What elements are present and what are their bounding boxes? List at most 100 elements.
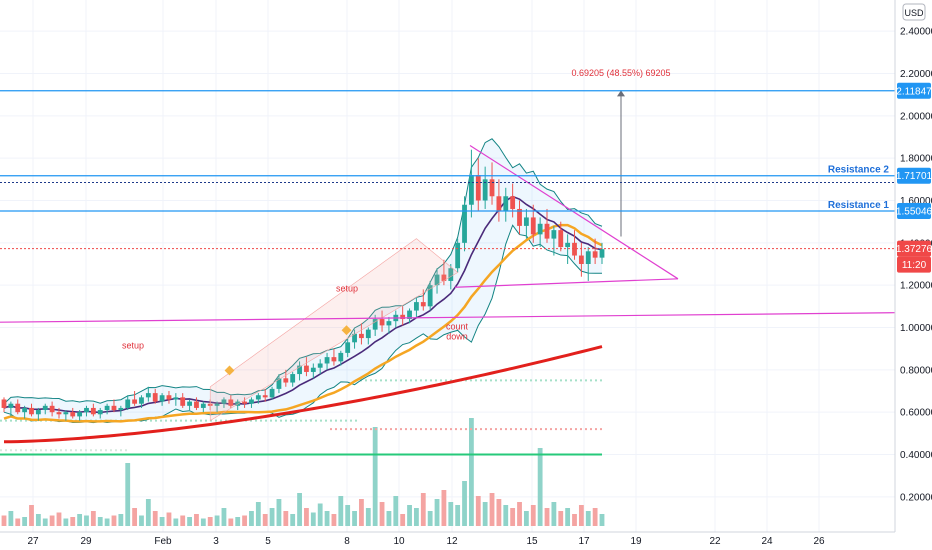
volume-bar: [35, 514, 41, 526]
candle-body: [578, 255, 584, 264]
annotation-label: setup: [336, 284, 358, 294]
level-badge-bg: [897, 82, 931, 99]
candle-body: [572, 242, 577, 256]
horizontal-levels[interactable]: Resistance 2 Resistance 1: [0, 90, 895, 250]
x-tick-label: 24: [761, 536, 773, 547]
volume-bar: [255, 502, 261, 526]
candle-body: [56, 412, 62, 415]
volume-bar: [283, 511, 289, 526]
candle-body: [249, 399, 254, 404]
volume-bar: [338, 496, 344, 526]
candle-body: [125, 399, 131, 408]
x-tick-label: 27: [27, 536, 39, 547]
x-tick-label: 3: [213, 536, 219, 547]
candle-body: [475, 175, 481, 201]
candle-body: [372, 319, 378, 330]
volume-bar: [359, 499, 364, 526]
candle-body: [558, 230, 564, 248]
candle-body: [379, 319, 385, 326]
candle-body: [262, 395, 268, 398]
candle-body: [544, 223, 550, 239]
volume-bar: [180, 515, 186, 526]
measure-label: 0.69205 (48.55%) 69205: [571, 68, 670, 78]
candle-body: [317, 363, 323, 368]
candle-body: [414, 302, 419, 311]
x-tick-label: 26: [813, 536, 825, 547]
candle-body: [434, 274, 440, 286]
volume-bar: [104, 518, 110, 526]
volume-bar: [455, 505, 461, 526]
level-badge: 2.11847: [896, 86, 932, 97]
candle-body: [517, 208, 522, 226]
volume-bar: [379, 502, 385, 526]
countdown-badge-bg: [897, 256, 931, 273]
candle-body: [400, 314, 406, 320]
price-badges: 2.11847 1.71701 1.55046 1.37276 11:20: [896, 82, 932, 273]
ma-200-line: [3, 345, 603, 444]
candle-body: [407, 310, 412, 320]
candle-body: [29, 407, 34, 415]
volume-bar: [317, 503, 323, 526]
candle-body: [386, 321, 392, 326]
candle-body: [352, 333, 357, 343]
candle-body: [242, 401, 247, 404]
volume-bar: [578, 505, 584, 526]
x-tick-label: 5: [265, 536, 271, 547]
volume-bar: [304, 508, 309, 526]
volume-bar: [400, 514, 406, 526]
candle-body: [448, 268, 454, 281]
candle-body: [565, 242, 571, 248]
candle-body: [599, 249, 605, 258]
candle-body: [221, 399, 227, 404]
volume-bar: [249, 511, 254, 526]
x-tick-label: Feb: [154, 536, 172, 547]
bollinger-bands: [3, 138, 603, 424]
x-tick-label: 8: [344, 536, 350, 547]
x-tick-label: 29: [80, 536, 92, 547]
candle-body: [297, 365, 302, 375]
volume-bar: [84, 515, 89, 526]
volume-bars: [1, 418, 605, 526]
volume-bar: [414, 508, 419, 526]
bollinger-fill: [4, 138, 602, 423]
volume-bar: [207, 517, 213, 526]
candle-body: [537, 223, 543, 235]
volume-bar: [523, 511, 529, 526]
volume-bar: [49, 515, 55, 526]
volume-bar: [386, 511, 392, 526]
candle-body: [187, 401, 192, 406]
volume-bar: [297, 493, 302, 526]
candle-body: [77, 412, 83, 417]
volume-bar: [145, 499, 151, 526]
candle-body: [551, 230, 557, 239]
volume-bar: [194, 514, 199, 526]
time-axis[interactable]: 27 29 Feb 3 5 8 10 12 15 17 19 22 24 26: [27, 536, 825, 547]
volume-bar: [262, 514, 268, 526]
volume-bar: [70, 517, 76, 526]
volume-bar: [42, 518, 48, 526]
currency-button[interactable]: USD: [902, 3, 926, 21]
candle-body: [15, 403, 21, 413]
candle-body: [235, 401, 241, 406]
support-trendline: [0, 312, 896, 323]
volume-bar: [599, 514, 605, 526]
candle-body: [173, 397, 179, 400]
candle-body: [35, 410, 41, 415]
candle-body: [22, 407, 28, 413]
candle-body: [90, 407, 96, 415]
candle-body: [145, 393, 151, 398]
volume-bar: [152, 511, 158, 526]
volume-bar: [530, 505, 536, 526]
candle-body: [70, 412, 76, 417]
candle-body: [290, 374, 296, 383]
volume-bar: [544, 508, 550, 526]
candle-body: [585, 251, 591, 264]
volume-bar: [166, 512, 172, 526]
volume-bar: [125, 463, 131, 526]
volume-bar: [441, 490, 447, 526]
